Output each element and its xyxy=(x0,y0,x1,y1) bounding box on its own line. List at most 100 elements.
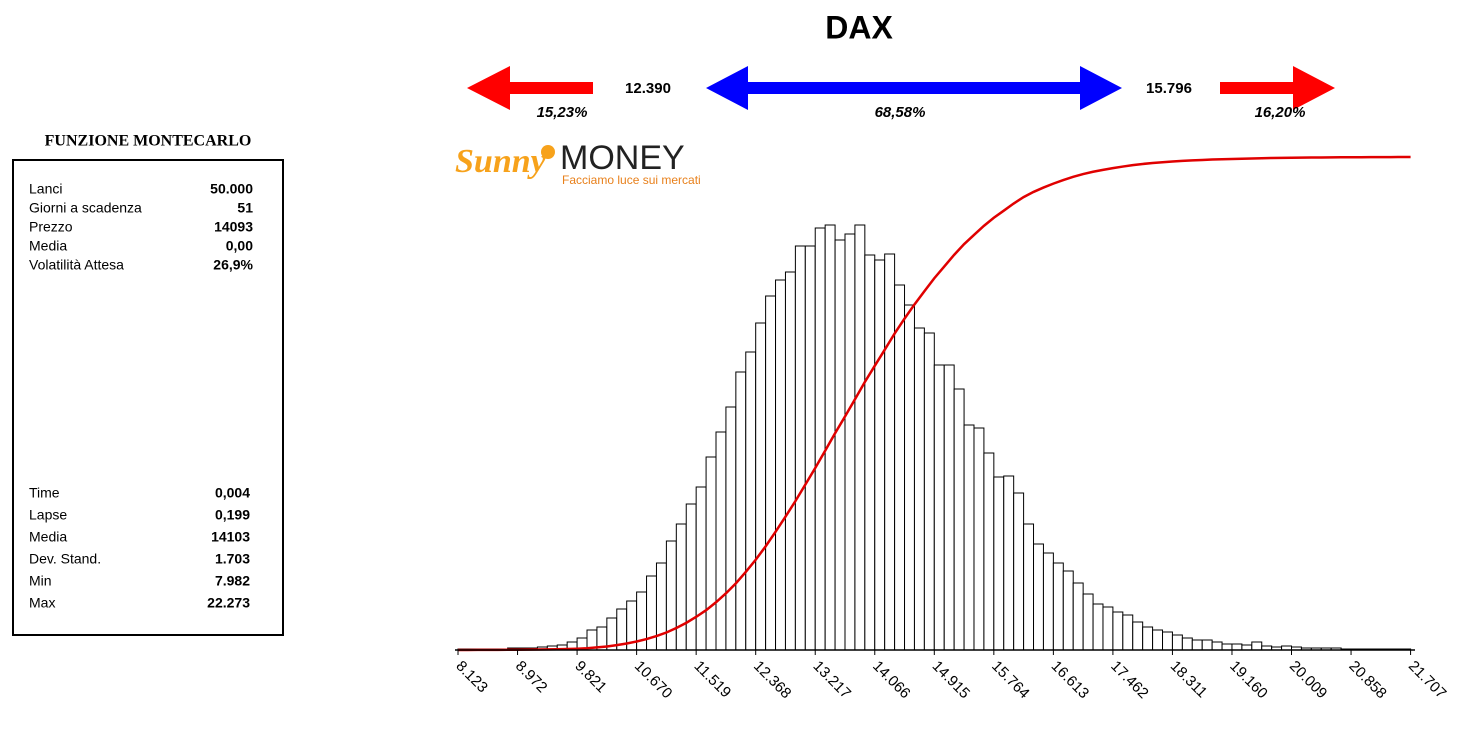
upper-pct: 16,20% xyxy=(1255,104,1306,121)
bar xyxy=(894,284,906,651)
bar xyxy=(864,254,876,651)
cumulative-line xyxy=(458,155,1411,652)
bar xyxy=(874,259,886,651)
bar xyxy=(675,523,687,651)
x-tick-label: 11.519 xyxy=(691,658,735,702)
bar xyxy=(1062,570,1074,651)
bar xyxy=(993,476,1005,651)
bar xyxy=(1201,639,1213,651)
x-tick-label: 16.613 xyxy=(1048,658,1092,702)
bar xyxy=(884,253,896,651)
lower-pct: 15,23% xyxy=(537,104,588,121)
bar xyxy=(1033,543,1044,651)
result-label: Lapse xyxy=(29,507,67,523)
bar xyxy=(854,224,866,651)
bar xyxy=(1102,606,1114,651)
bar xyxy=(943,364,955,651)
bar xyxy=(1122,614,1134,651)
bar xyxy=(1251,641,1263,651)
logo-money: MONEY xyxy=(560,139,685,177)
bar xyxy=(775,279,786,651)
param-label: Lanci xyxy=(29,181,62,197)
result-label: Dev. Stand. xyxy=(29,551,101,567)
bar xyxy=(973,427,985,651)
param-value: 14093 xyxy=(214,219,253,235)
panel-box xyxy=(12,159,284,636)
center-arrow xyxy=(706,66,1122,110)
x-tick-label: 21.707 xyxy=(1405,658,1449,702)
bar xyxy=(1221,643,1233,651)
result-label: Max xyxy=(29,595,55,611)
logo-brand: Sunny xyxy=(455,143,547,180)
bar xyxy=(1191,639,1203,651)
bar xyxy=(1013,492,1025,651)
bar xyxy=(953,388,965,651)
param-label: Prezzo xyxy=(29,219,73,235)
upper-level: 15.796 xyxy=(1146,80,1192,97)
bar xyxy=(735,371,747,651)
plot: 8.123 8.972 9.821 10.670 11.519 12.368 13.217 1… xyxy=(452,155,1449,702)
result-label: Min xyxy=(29,573,52,589)
bar xyxy=(844,233,856,651)
x-tick-label: 17.462 xyxy=(1107,658,1151,702)
chart-title: DAX xyxy=(825,9,893,45)
result-value: 1.703 xyxy=(215,551,250,567)
x-tick-label: 10.670 xyxy=(631,658,675,702)
bar xyxy=(834,239,846,651)
bar xyxy=(1152,629,1164,651)
right-arrow xyxy=(1220,66,1335,110)
middle-pct: 68,58% xyxy=(875,104,926,121)
logo-tagline: Facciamo luce sui mercati xyxy=(562,173,701,187)
x-tick-label: 12.368 xyxy=(750,658,794,702)
result-value: 0,004 xyxy=(215,485,250,501)
x-tick-label: 14.066 xyxy=(869,658,913,702)
x-tick-label: 15.764 xyxy=(988,658,1032,702)
bar xyxy=(814,227,826,651)
bar xyxy=(655,562,667,651)
result-value: 14103 xyxy=(211,529,250,545)
bar xyxy=(705,456,717,651)
x-tick-label: 13.217 xyxy=(810,658,854,702)
left-arrow xyxy=(467,66,593,110)
param-value: 50.000 xyxy=(210,181,253,197)
x-tick-label: 20.009 xyxy=(1286,658,1330,702)
bar xyxy=(794,245,806,651)
bar xyxy=(755,322,767,651)
bar xyxy=(745,351,757,651)
bar xyxy=(715,431,727,651)
bar xyxy=(1072,582,1084,651)
x-tick-label: 18.311 xyxy=(1167,658,1211,702)
param-value: 26,9% xyxy=(213,257,253,273)
bar xyxy=(923,332,935,651)
bar xyxy=(1003,475,1015,651)
bar xyxy=(1142,626,1154,651)
bar xyxy=(1211,641,1223,651)
bar xyxy=(665,540,677,651)
result-label: Time xyxy=(29,485,60,501)
bar xyxy=(1023,523,1035,651)
param-label: Volatilità Attesa xyxy=(29,257,124,273)
result-value: 22.273 xyxy=(207,595,250,611)
bar xyxy=(1092,603,1104,651)
x-tick-label: 9.821 xyxy=(571,658,610,697)
bar xyxy=(685,503,697,651)
bar xyxy=(933,364,945,651)
bar xyxy=(765,295,777,651)
param-value: 51 xyxy=(237,200,253,216)
result-value: 0,199 xyxy=(215,507,250,523)
panel-title: FUNZIONE MONTECARLO xyxy=(45,133,252,150)
bar xyxy=(913,327,925,651)
bar xyxy=(983,452,995,651)
bar xyxy=(963,424,975,651)
result-value: 7.982 xyxy=(215,573,250,589)
panel-rows: Lanci 50.000 Giorni a scadenza 51 Prezzo 1409… xyxy=(29,181,254,611)
bar xyxy=(804,245,816,651)
param-value: 0,00 xyxy=(226,238,253,254)
param-label: Media xyxy=(29,238,67,254)
bar xyxy=(904,304,915,651)
x-tick-label: 14.915 xyxy=(929,658,973,702)
bar xyxy=(1171,634,1183,651)
result-label: Media xyxy=(29,529,67,545)
